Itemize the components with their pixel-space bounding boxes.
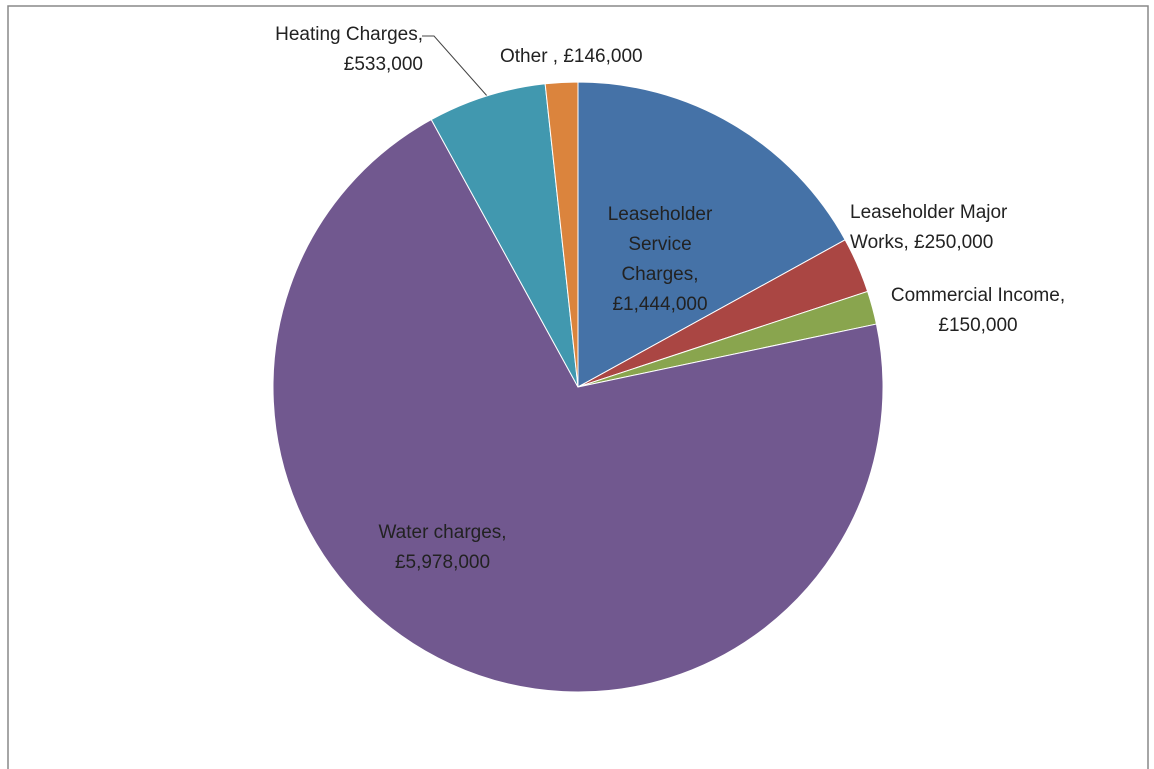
label-category: Other , xyxy=(500,46,559,67)
data-label: Leaseholder Service Charges, £1,444,000 xyxy=(590,200,730,320)
label-value: £533,000 xyxy=(343,54,423,75)
label-category: Commercial Income, xyxy=(890,285,1066,306)
frame xyxy=(7,5,1149,769)
data-label: Leaseholder Major Works, £250,000 xyxy=(850,198,1050,258)
label-value: £5,978,000 xyxy=(394,552,491,573)
label-value: £250,000 xyxy=(914,232,994,253)
data-label: Other , £146,000 xyxy=(500,42,700,72)
data-label: Heating Charges, £533,000 xyxy=(228,20,423,80)
pie-slice xyxy=(272,118,884,693)
label-value: £150,000 xyxy=(938,315,1018,336)
data-label: Commercial Income, £150,000 xyxy=(878,281,1078,341)
label-value: £146,000 xyxy=(563,46,643,67)
label-category: Heating Charges, xyxy=(275,24,423,45)
leader-line xyxy=(422,35,489,98)
label-value: £1,444,000 xyxy=(612,294,708,315)
label-category: Leaseholder Service Charges, xyxy=(607,204,713,285)
data-label: Water charges, £5,978,000 xyxy=(355,518,530,578)
pie-slice xyxy=(544,81,579,388)
label-category: Leaseholder Major Works, xyxy=(850,202,1008,253)
pie-slice xyxy=(430,83,579,388)
label-category: Water charges, xyxy=(378,522,507,543)
pie-slice xyxy=(577,81,846,388)
